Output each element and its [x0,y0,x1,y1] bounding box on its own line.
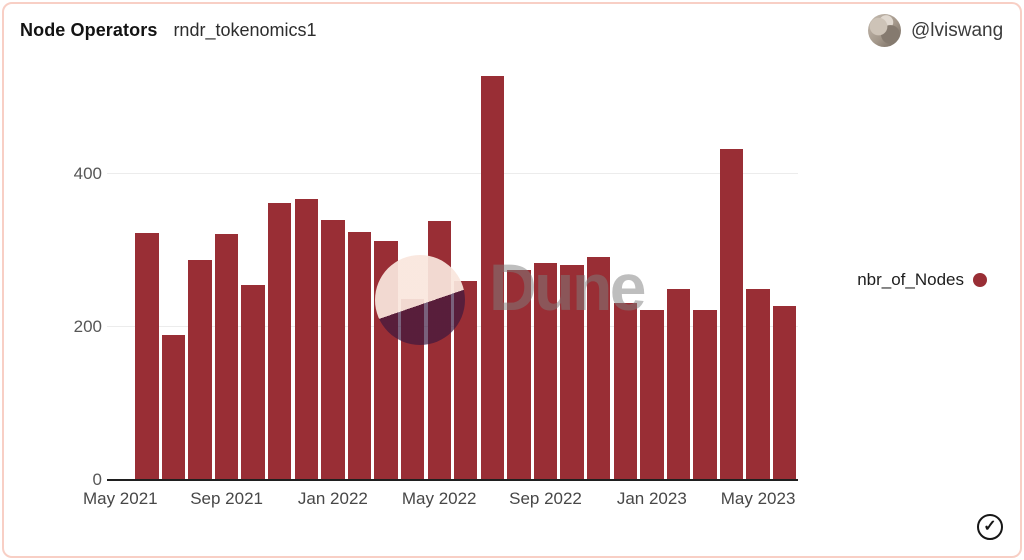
avatar[interactable] [868,14,901,47]
author-handle-link[interactable]: @lviswang [911,19,1004,41]
bar-mar-2023[interactable] [693,310,717,480]
bar-feb-2022[interactable] [347,232,372,480]
y-tick-label: 0 [92,470,102,489]
page-title: Node Operators [20,20,158,40]
verified-check-icon[interactable]: ✓ [977,514,1003,540]
bar-feb-2023[interactable] [666,288,691,480]
query-name-link[interactable]: rndr_tokenomics1 [173,20,317,40]
bar-nov-2022[interactable] [586,256,611,480]
dune-watermark-text: Dune [489,250,647,324]
x-tick-label: Jan 2022 [297,489,368,508]
x-tick-label: May 2023 [720,489,796,508]
bar-sep-2021[interactable] [214,233,239,480]
bar-sep-2022[interactable] [533,263,558,480]
x-tick-label: Jan 2023 [616,489,687,508]
x-tick-label: Sep 2021 [190,489,263,508]
bar-dec-2022[interactable] [613,303,637,480]
bar-may-2023[interactable] [746,288,770,480]
bar-oct-2022[interactable] [560,264,584,480]
bar-apr-2023[interactable] [719,149,744,480]
legend-dot-icon [973,273,987,287]
bar-nov-2021[interactable] [268,202,292,480]
x-axis-line [107,479,798,481]
bar-jun-2022[interactable] [454,281,478,480]
author-block: @lviswang [868,14,1003,47]
bar-jun-2021[interactable] [135,232,159,480]
bar-dec-2021[interactable] [294,199,318,480]
y-tick-label: 200 [73,317,102,336]
bar-jul-2022[interactable] [480,75,505,480]
x-tick-label: May 2022 [401,489,477,508]
x-tick-label: Sep 2022 [509,489,582,508]
bar-jan-2022[interactable] [321,219,345,480]
gridline [107,172,798,174]
plot-area [107,66,798,481]
bar-oct-2021[interactable] [241,284,265,480]
y-tick-label: 400 [73,163,102,183]
x-tick-label: May 2021 [82,489,158,508]
bar-jul-2021[interactable] [161,335,186,480]
bar-aug-2022[interactable] [507,269,531,480]
bar-jan-2023[interactable] [640,310,664,480]
dune-logo-watermark-icon [375,255,465,345]
bar-jun-2023[interactable] [773,306,797,480]
header: Node Operators rndr_tokenomics1 [20,20,317,41]
bar-aug-2021[interactable] [188,259,212,480]
legend-label: nbr_of_Nodes [857,270,964,289]
legend-item[interactable]: nbr_of_Nodes [857,270,987,290]
